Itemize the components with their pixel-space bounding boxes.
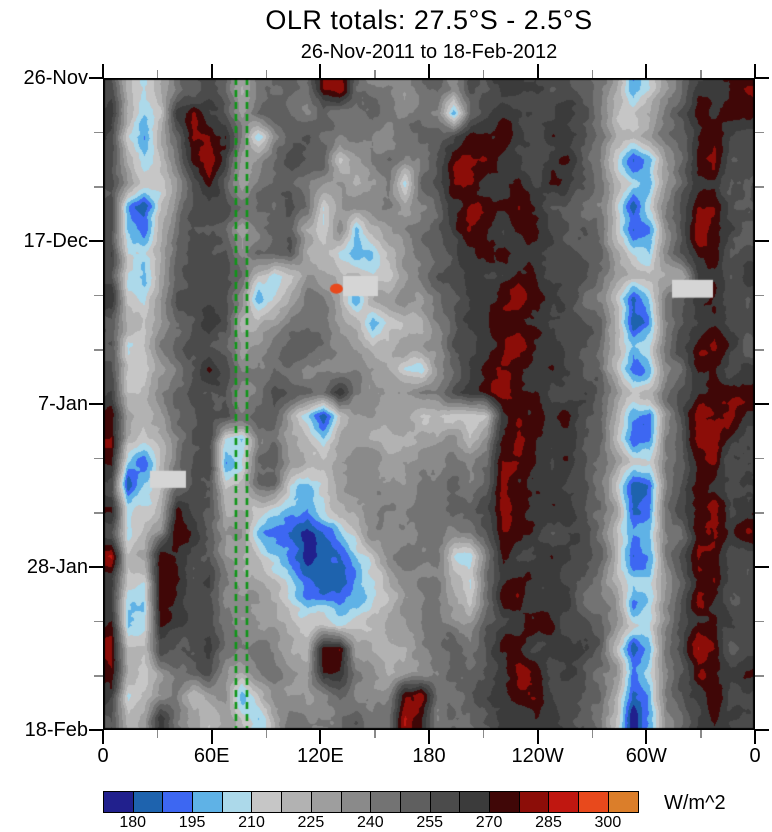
colorbar-cell (519, 792, 550, 812)
x-tick-label: 180 (412, 745, 446, 767)
colorbar-tick-label: 210 (238, 814, 265, 831)
colorbar-cell (311, 792, 342, 812)
colorbar-cell (193, 792, 223, 812)
y-minor-tick (94, 294, 103, 297)
colorbar (103, 791, 640, 813)
x-major-tick-top (319, 64, 322, 78)
x-minor-tick-top (374, 70, 376, 78)
x-major-tick (102, 730, 104, 744)
x-minor-tick-top (156, 70, 159, 78)
colorbar-cell (579, 792, 609, 812)
x-minor-tick (374, 730, 376, 738)
x-minor-tick-top (482, 70, 485, 78)
y-minor-tick (94, 457, 103, 460)
y-tick-label: 17-Dec (23, 230, 88, 252)
x-minor-tick-top (265, 70, 267, 78)
y-major-tick-right (755, 240, 769, 242)
hovmoller-heatmap (103, 78, 755, 730)
colorbar-cell (460, 792, 490, 812)
page-title: OLR totals: 27.5°S - 2.5°S (265, 5, 593, 35)
page-subtitle: 26-Nov-2011 to 18-Feb-2012 (300, 41, 558, 63)
colorbar-cell (400, 792, 431, 812)
y-minor-tick-right (755, 186, 764, 188)
x-major-tick (319, 730, 322, 744)
colorbar-tick-label: 225 (297, 814, 325, 831)
colorbar-tick-label: 300 (594, 814, 622, 831)
colorbar-tick-label: 195 (178, 814, 206, 831)
colorbar-tick-label: 180 (119, 814, 147, 831)
y-major-tick-right (755, 77, 769, 79)
colorbar-cell (163, 792, 194, 812)
y-minor-tick-right (755, 675, 764, 677)
x-major-tick (754, 730, 756, 744)
x-tick-label: 60W (625, 745, 667, 767)
x-major-tick (536, 730, 539, 744)
y-minor-tick (94, 675, 103, 677)
x-minor-tick (700, 730, 702, 738)
y-minor-tick-right (755, 620, 764, 623)
x-minor-tick-top (591, 70, 593, 78)
colorbar-cell (252, 792, 283, 812)
y-major-tick (89, 729, 103, 731)
y-tick-label: 7-Jan (37, 393, 88, 415)
colorbar-cell (222, 792, 253, 812)
x-major-tick (645, 730, 648, 744)
x-major-tick-top (536, 64, 539, 78)
y-major-tick-right (755, 566, 769, 568)
y-minor-tick-right (755, 512, 764, 514)
y-minor-tick (94, 186, 103, 188)
x-tick-label: 0 (97, 745, 109, 767)
colorbar-cell (371, 792, 401, 812)
colorbar-cell (489, 792, 520, 812)
y-major-tick-right (755, 403, 769, 405)
x-minor-tick (482, 730, 485, 738)
x-major-tick (210, 730, 213, 744)
x-major-tick-top (210, 64, 213, 78)
x-major-tick-top (754, 64, 756, 78)
x-tick-label: 0 (749, 745, 761, 767)
y-major-tick (89, 403, 103, 405)
x-major-tick-top (645, 64, 648, 78)
x-tick-label: 60E (193, 745, 230, 767)
y-tick-label: 18-Feb (24, 719, 88, 741)
colorbar-tick-label: 255 (416, 814, 444, 831)
x-minor-tick (156, 730, 159, 738)
y-tick-label: 26-Nov (23, 67, 88, 89)
y-minor-tick-right (755, 457, 764, 460)
y-minor-tick-right (755, 349, 764, 351)
x-tick-label: 120W (511, 745, 564, 767)
y-major-tick (89, 240, 103, 242)
y-tick-label: 28-Jan (26, 556, 88, 578)
colorbar-tick-label: 240 (356, 814, 384, 831)
y-major-tick-right (755, 729, 769, 731)
y-minor-tick-right (755, 131, 764, 134)
x-minor-tick (591, 730, 593, 738)
colorbar-cell (430, 792, 461, 812)
colorbar-cell (549, 792, 579, 812)
y-minor-tick (94, 512, 103, 514)
y-minor-tick (94, 620, 103, 623)
y-minor-tick-right (755, 294, 764, 297)
x-major-tick (428, 730, 430, 744)
x-major-tick-top (102, 64, 104, 78)
colorbar-cell (282, 792, 312, 812)
colorbar-cell (104, 792, 134, 812)
x-major-tick-top (428, 64, 430, 78)
x-minor-tick (265, 730, 267, 738)
x-tick-label: 120E (296, 745, 344, 767)
y-major-tick (89, 77, 103, 79)
y-minor-tick (94, 349, 103, 351)
colorbar-cell (341, 792, 372, 812)
colorbar-tick-label: 270 (475, 814, 503, 831)
colorbar-units-label: W/m^2 (664, 792, 726, 814)
x-minor-tick-top (700, 70, 702, 78)
y-minor-tick (94, 131, 103, 134)
colorbar-tick-label: 285 (535, 814, 562, 831)
y-major-tick (89, 566, 103, 568)
colorbar-cell (608, 792, 639, 812)
colorbar-cell (133, 792, 164, 812)
